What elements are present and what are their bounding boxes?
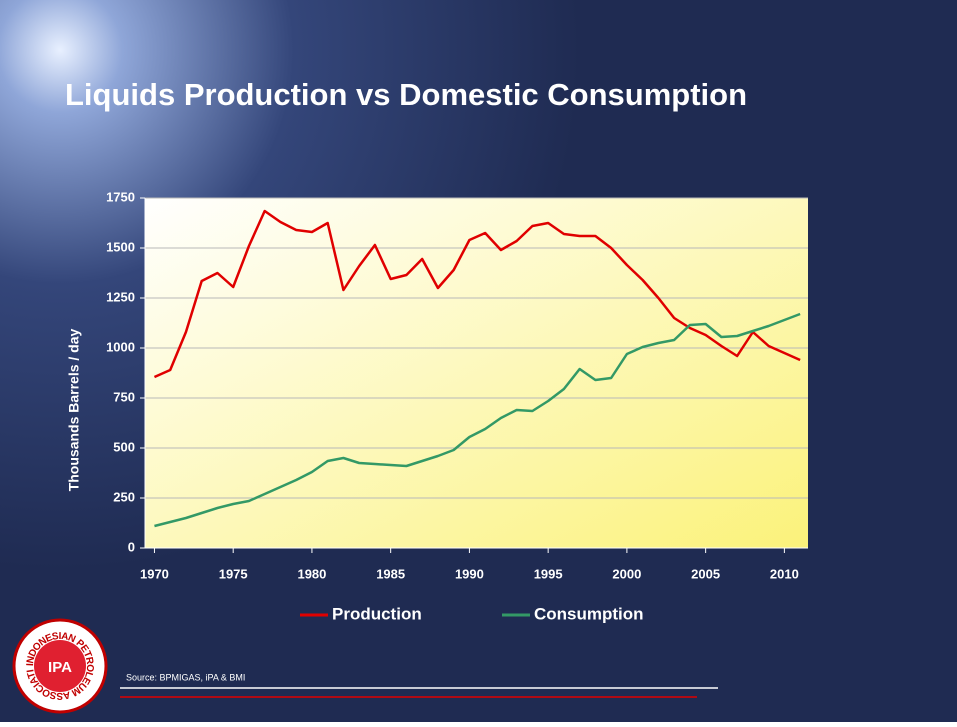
x-tick-label: 1980 [297, 566, 326, 581]
source: Source: BPMIGAS, iPA & BMI [126, 672, 245, 682]
x-tick-label: 2000 [612, 566, 641, 581]
x-tick-label: 1990 [455, 566, 484, 581]
series-line [154, 312, 801, 528]
series-line [153, 209, 801, 379]
logo-text: IPA [48, 659, 72, 676]
y-axis-label: Thousands Barrels / day [66, 328, 82, 491]
logo-center [34, 640, 86, 692]
y-tick-label: 1500 [106, 239, 135, 254]
y-tick-label: 0 [128, 539, 135, 554]
x-tick-label: 2010 [770, 566, 799, 581]
x-tick-label: 1985 [376, 566, 405, 581]
plot-area [145, 198, 808, 548]
legend-label: Consumption [534, 604, 644, 623]
y-tick-label: 250 [113, 489, 135, 504]
x-tick-label: 1970 [140, 566, 169, 581]
y-tick-label: 750 [113, 389, 135, 404]
chart-title: Liquids Production vs Domestic Consumpti… [65, 77, 747, 112]
legend-label: Production [332, 604, 422, 623]
x-tick-label: 1975 [219, 566, 248, 581]
y-tick-label: 1000 [106, 339, 135, 354]
y-tick-label: 500 [113, 439, 135, 454]
y-tick-label: 1750 [106, 189, 135, 204]
y-tick-label: 1250 [106, 289, 135, 304]
x-tick-label: 1995 [534, 566, 563, 581]
x-tick-label: 2005 [691, 566, 720, 581]
